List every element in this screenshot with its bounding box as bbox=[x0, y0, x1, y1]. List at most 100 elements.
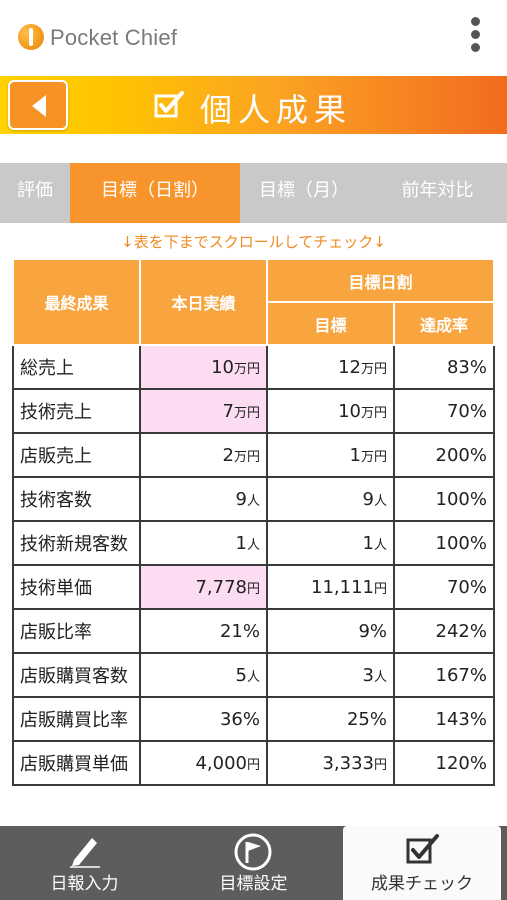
nav-target-setting[interactable]: 目標設定 bbox=[169, 826, 338, 900]
table-row: 技術単価 7,778円 11,111円 70% bbox=[12, 564, 495, 610]
cell-value: 242% bbox=[435, 620, 487, 642]
row-label: 技術単価 bbox=[12, 564, 141, 610]
pencil-icon bbox=[70, 838, 100, 868]
table-row: 店販売上 2万円 1万円 200% bbox=[12, 432, 495, 478]
cell-value: 200% bbox=[435, 444, 487, 466]
rate-cell: 100% bbox=[393, 476, 495, 522]
cell-value: 店販購買比率 bbox=[20, 710, 128, 731]
target-cell: 25% bbox=[266, 696, 395, 742]
rate-cell: 200% bbox=[393, 432, 495, 478]
title-banner: 個人成果 bbox=[0, 76, 507, 134]
checkbox-icon bbox=[406, 834, 439, 864]
nav-result-check-label: 成果チェック bbox=[371, 874, 473, 894]
rate-cell: 100% bbox=[393, 520, 495, 566]
row-label: 総売上 bbox=[12, 344, 141, 390]
target-cell: 9% bbox=[266, 608, 395, 654]
rate-cell: 167% bbox=[393, 652, 495, 698]
cell-value: 83% bbox=[446, 356, 487, 378]
scroll-hint: ↓表を下までスクロールしてチェック↓ bbox=[121, 233, 386, 251]
app-title: Pocket Chief bbox=[50, 25, 178, 50]
cell-value: 100% bbox=[435, 488, 487, 510]
header-final-result: 最終成果 bbox=[12, 258, 141, 346]
row-label: 技術客数 bbox=[12, 476, 141, 522]
cell-value: 3,333 bbox=[322, 752, 374, 774]
unit-label: 万円 bbox=[233, 405, 260, 421]
cell-value: 総売上 bbox=[20, 358, 74, 379]
nav-result-check[interactable]: 成果チェック bbox=[343, 826, 501, 900]
cell-value: 3 bbox=[362, 664, 374, 686]
rate-cell: 70% bbox=[393, 564, 495, 610]
checkbox-icon bbox=[154, 91, 184, 118]
table-row: 店販購買単価 4,000円 3,333円 120% bbox=[12, 740, 495, 786]
actual-cell: 2万円 bbox=[139, 432, 268, 478]
cell-value: 9% bbox=[358, 620, 387, 642]
cell-value: 10 bbox=[211, 356, 234, 378]
tab-year-over-year[interactable]: 前年対比 bbox=[401, 180, 474, 201]
cell-value: 店販購買単価 bbox=[20, 754, 128, 775]
unit-label: 万円 bbox=[360, 405, 387, 421]
rate-cell: 242% bbox=[393, 608, 495, 654]
header-daily-target-group: 目標日割 bbox=[266, 258, 495, 303]
cell-value: 2 bbox=[222, 444, 234, 466]
actual-cell: 7,778円 bbox=[139, 564, 268, 610]
actual-cell: 4,000円 bbox=[139, 740, 268, 786]
target-cell: 3人 bbox=[266, 652, 395, 698]
unit-label: 人 bbox=[246, 537, 260, 553]
cell-value: 7,778 bbox=[195, 576, 247, 598]
unit-label: 万円 bbox=[233, 361, 260, 377]
cell-value: 技術客数 bbox=[20, 490, 92, 511]
cell-value: 店販比率 bbox=[20, 622, 92, 643]
cell-value: 70% bbox=[446, 400, 487, 422]
nav-daily-report-label: 日報入力 bbox=[50, 874, 119, 894]
target-cell: 11,111円 bbox=[266, 564, 395, 610]
cell-value: 143% bbox=[435, 708, 487, 730]
table-row: 店販購買比率 36% 25% 143% bbox=[12, 696, 495, 742]
cell-value: 9 bbox=[235, 488, 247, 510]
cell-value: 36% bbox=[219, 708, 260, 730]
page-title: 個人成果 bbox=[200, 91, 353, 129]
rate-cell: 83% bbox=[393, 344, 495, 390]
bottom-nav: 日報入力 目標設定 成果チェック bbox=[0, 826, 507, 900]
tab-evaluation[interactable]: 評価 bbox=[17, 180, 53, 201]
cell-value: 1 bbox=[349, 444, 361, 466]
table-row: 技術売上 7万円 10万円 70% bbox=[12, 388, 495, 434]
cell-value: 技術単価 bbox=[20, 578, 92, 599]
kebab-menu-icon[interactable] bbox=[469, 17, 481, 57]
tab-monthly-target[interactable]: 目標（月） bbox=[259, 180, 349, 201]
nav-target-setting-label: 目標設定 bbox=[219, 874, 288, 894]
row-label: 店販購買客数 bbox=[12, 652, 141, 698]
header-achievement-rate: 達成率 bbox=[393, 301, 495, 346]
unit-label: 人 bbox=[373, 537, 387, 553]
actual-cell: 1人 bbox=[139, 520, 268, 566]
row-label: 店販購買単価 bbox=[12, 740, 141, 786]
header-today-actual: 本日実績 bbox=[139, 258, 268, 346]
table-row: 店販比率 21% 9% 242% bbox=[12, 608, 495, 654]
actual-cell: 7万円 bbox=[139, 388, 268, 434]
target-cell: 1万円 bbox=[266, 432, 395, 478]
actual-cell: 21% bbox=[139, 608, 268, 654]
target-cell: 10万円 bbox=[266, 388, 395, 434]
nav-daily-report[interactable]: 日報入力 bbox=[0, 826, 169, 900]
cell-value: 11,111 bbox=[311, 576, 374, 598]
actual-cell: 9人 bbox=[139, 476, 268, 522]
app-bar: Pocket Chief bbox=[0, 0, 507, 76]
unit-label: 人 bbox=[246, 669, 260, 685]
cell-value: 21% bbox=[219, 620, 260, 642]
actual-cell: 36% bbox=[139, 696, 268, 742]
back-button[interactable] bbox=[8, 80, 68, 130]
target-cell: 9人 bbox=[266, 476, 395, 522]
cell-value: 167% bbox=[435, 664, 487, 686]
actual-cell: 5人 bbox=[139, 652, 268, 698]
unit-label: 万円 bbox=[360, 361, 387, 377]
actual-cell: 10万円 bbox=[139, 344, 268, 390]
table-row: 技術客数 9人 9人 100% bbox=[12, 476, 495, 522]
unit-label: 円 bbox=[246, 757, 260, 773]
back-arrow-icon bbox=[32, 95, 46, 117]
cell-value: 25% bbox=[346, 708, 387, 730]
target-cell: 1人 bbox=[266, 520, 395, 566]
cell-value: 技術新規客数 bbox=[20, 534, 128, 555]
unit-label: 人 bbox=[373, 669, 387, 685]
tab-daily-target[interactable]: 目標（日割） bbox=[70, 163, 240, 223]
flag-icon bbox=[234, 833, 272, 871]
results-table: 最終成果 本日実績 目標日割 目標 達成率 総売上 10万円 12万円 83% 技術売上… bbox=[12, 258, 495, 786]
